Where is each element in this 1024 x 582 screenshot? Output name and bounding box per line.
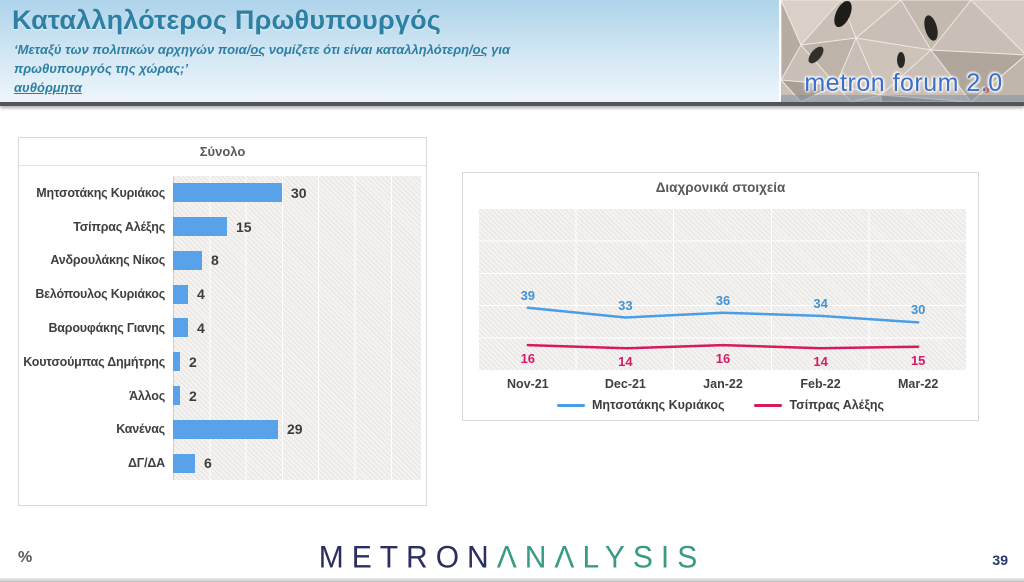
- xaxis-tick-label: Jan-22: [703, 377, 743, 391]
- xaxis-tick-label: Nov-21: [506, 377, 549, 391]
- mosaic-photo-graphic: [781, 0, 1024, 102]
- slide-header: Καταλληλότερος Πρωθυπουργός ‘Μεταξύ των …: [0, 0, 1024, 110]
- bar-category-label: Κουτσούμπας Δημήτρης: [23, 354, 165, 369]
- header-divider: [0, 102, 1024, 106]
- bar-zone: 4: [173, 311, 426, 345]
- bar-zone: 2: [173, 345, 426, 379]
- bar-zone: 15: [173, 210, 426, 244]
- bar-category-label: Ανδρουλάκης Νίκος: [50, 253, 165, 268]
- bar-value-label: 6: [204, 455, 212, 472]
- bar-value-label: 15: [236, 218, 252, 235]
- bar-row: Κουτσούμπας Δημήτρης 2: [19, 345, 426, 379]
- data-point-label: 30: [910, 302, 926, 318]
- logo-analysis-text: ΛNΛLYSIS: [496, 540, 706, 575]
- bar: [173, 453, 195, 473]
- line-series-graphic: [526, 306, 920, 350]
- bar-chart-card: Σύνολο Μητσοτάκης Κυριάκος 30 Τσίπρας Αλέξ…: [18, 137, 427, 506]
- data-point-label: 33: [618, 297, 633, 313]
- bar-row: Βελόπουλος Κυριάκος 4: [19, 277, 426, 311]
- data-point-label: 39: [520, 287, 536, 303]
- legend-line-swatch: [556, 403, 585, 407]
- bar: [173, 284, 188, 304]
- page-title: Καταλληλότερος Πρωθυπουργός: [12, 5, 442, 35]
- bar-value-label: 8: [211, 252, 219, 269]
- bar-zone: 30: [173, 176, 426, 210]
- bar-chart-title: Σύνολο: [19, 138, 426, 166]
- bar-row: Άλλος 2: [19, 379, 426, 413]
- line-plot-area: 39 33 36 34 30 16 14 16 14 15: [479, 209, 967, 371]
- data-point-label: 34: [813, 295, 828, 311]
- bar-zone: 6: [173, 446, 426, 480]
- xaxis-tick-label: Mar-22: [898, 377, 939, 391]
- logo-metron-text: METRON: [318, 540, 497, 575]
- bar-category-label: Μητσοτάκης Κυριάκος: [36, 185, 165, 200]
- bar: [173, 318, 188, 338]
- bar: [173, 419, 278, 439]
- bar-value-label: 2: [189, 353, 197, 370]
- bar: [173, 386, 180, 406]
- bar-category-label: Άλλος: [129, 388, 165, 403]
- legend-item: Τσίπρας Αλέξης: [754, 398, 884, 412]
- bar-row: Κανένας 29: [19, 412, 426, 446]
- bar-row: Βαρουφάκης Γιανης 4: [19, 311, 426, 345]
- line-xaxis-labels: Nov-21 Dec-21 Jan-22 Feb-22 Mar-22: [479, 377, 967, 391]
- subtitle-text: ος: [472, 42, 488, 57]
- legend-line-swatch: [754, 403, 783, 407]
- bar-row: Ανδρουλάκης Νίκος 8: [19, 244, 426, 278]
- bar-row: Τσίπρας Αλέξης 15: [19, 210, 426, 244]
- subtitle-text: για: [487, 42, 511, 57]
- bar: [173, 352, 180, 372]
- subtitle-text: πρωθυπουργός της χώρας;’: [14, 60, 189, 76]
- bar-category-label: Βελόπουλος Κυριάκος: [35, 287, 165, 302]
- header-photo: metron forum 2.0: [779, 0, 1024, 102]
- bar-value-label: 29: [287, 421, 303, 438]
- bar-value-label: 2: [189, 387, 197, 404]
- bar: [173, 250, 202, 270]
- data-point-label: 16: [520, 351, 536, 367]
- bar-rows: Μητσοτάκης Κυριάκος 30 Τσίπρας Αλέξης 15 Ανδ…: [19, 176, 426, 480]
- line-series: [526, 343, 920, 350]
- line-chart-legend: Μητσοτάκης Κυριάκος Τσίπρας Αλέξης: [463, 398, 978, 412]
- line-chart-title: Διαχρονικά στοιχεία: [655, 180, 786, 195]
- page-subtitle: ‘Μεταξύ των πολιτικών αρχηγών ποια/ος νο…: [14, 41, 510, 98]
- percent-unit-label: %: [18, 549, 33, 566]
- subtitle-text: ‘Μεταξύ των πολιτικών αρχηγών ποια/: [14, 42, 251, 57]
- bar: [173, 183, 282, 203]
- bar-row: Μητσοτάκης Κυριάκος 30: [19, 176, 426, 210]
- xaxis-tick-label: Feb-22: [800, 377, 841, 391]
- bar-row: ΔΓ/ΔΑ 6: [19, 446, 426, 480]
- xaxis-tick-label: Dec-21: [604, 377, 646, 391]
- subtitle-text: αυθόρμητα: [14, 79, 82, 95]
- bar-value-label: 4: [197, 286, 205, 303]
- legend-label: Μητσοτάκης Κυριάκος: [591, 398, 725, 412]
- bar-zone: 29: [173, 412, 426, 446]
- subtitle-text: ος: [250, 42, 266, 57]
- line-chart-card: Διαχρονικά στοιχεία 39 33 36 34 30 16 14 16 14 15…: [462, 172, 979, 421]
- brand-logo-text: metron forum 2.0: [804, 69, 1003, 97]
- bar-category-label: Κανένας: [116, 422, 165, 437]
- subtitle-text: νομίζετε ότι είναι καταλληλότερη/: [265, 42, 473, 57]
- data-point-label: 15: [910, 352, 926, 368]
- line-series: [526, 306, 920, 324]
- legend-label: Τσίπρας Αλέξης: [789, 398, 885, 412]
- metron-analysis-logo: METRONΛNΛLYSIS: [0, 540, 1024, 576]
- data-point-label: 14: [618, 354, 633, 370]
- bar-zone: 8: [173, 244, 426, 278]
- bottom-edge-bar: [0, 578, 1024, 582]
- bar-value-label: 4: [197, 319, 205, 336]
- bar-zone: 2: [173, 379, 426, 413]
- data-point-label: 14: [813, 354, 828, 370]
- bar-category-label: Βαρουφάκης Γιανης: [48, 320, 165, 335]
- bar-category-label: ΔΓ/ΔΑ: [128, 456, 165, 471]
- bar-zone: 4: [173, 277, 426, 311]
- legend-item: Μητσοτάκης Κυριάκος: [556, 398, 725, 412]
- page-number: 39: [992, 552, 1008, 568]
- bar-value-label: 30: [291, 184, 307, 201]
- data-point-label: 36: [715, 292, 731, 308]
- data-point-label: 16: [715, 351, 731, 367]
- bar: [173, 217, 227, 237]
- bar-category-label: Τσίπρας Αλέξης: [73, 219, 165, 234]
